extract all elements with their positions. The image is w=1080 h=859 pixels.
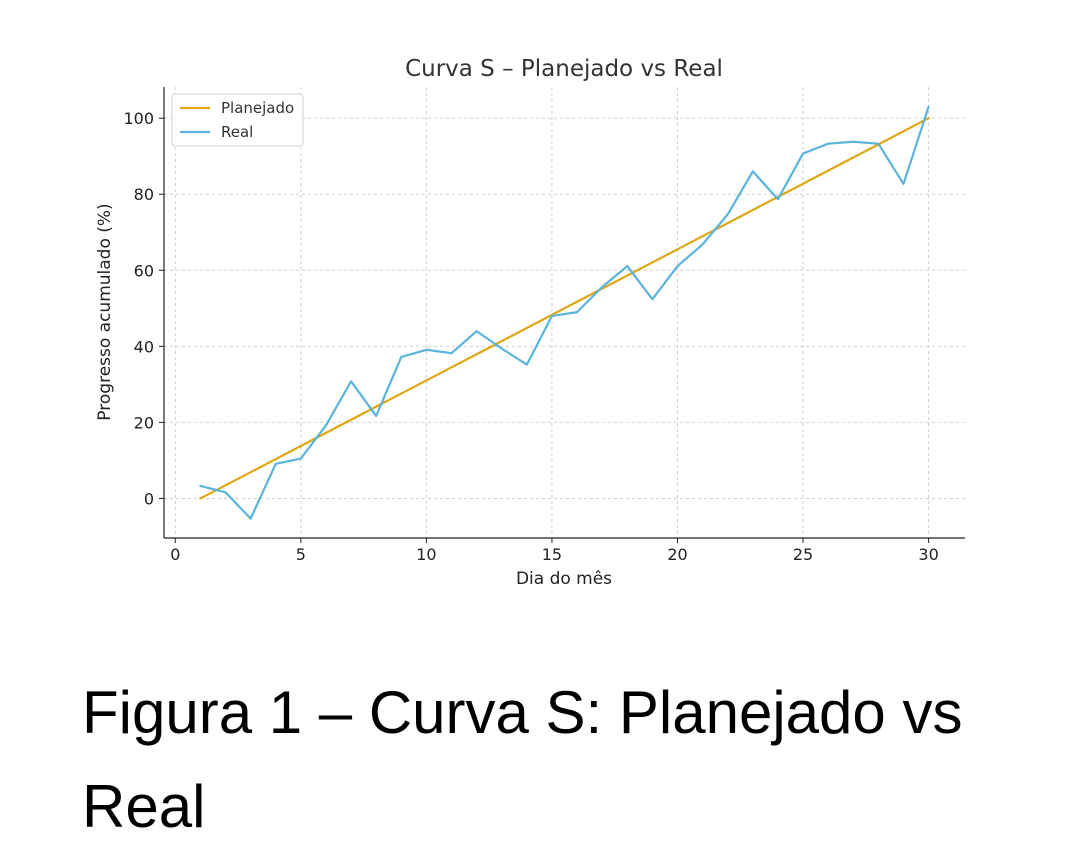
grid [164,87,965,538]
series-line-planejado [199,117,930,500]
x-tick-label: 15 [542,545,562,564]
axes [163,87,965,539]
y-tick-label: 80 [134,185,154,204]
legend-label: Planejado [221,99,294,117]
y-tick-label: 60 [134,261,154,280]
x-tick-label: 5 [296,545,306,564]
x-tick-label: 20 [667,545,687,564]
y-axis-label: Progresso acumulado (%) [95,203,115,420]
y-tick-label: 20 [134,413,154,432]
y-tick-label: 100 [123,109,154,128]
y-tick-label: 40 [134,337,154,356]
series-layer [199,105,930,520]
x-tick-label: 25 [793,545,813,564]
x-axis-label: Dia do mês [516,569,612,589]
ticks: 0 5 10 15 20 25 30 0 20 40 60 80 100 [123,109,938,564]
chart-title: Curva S – Planejado vs Real [405,56,723,82]
y-tick-label: 0 [144,489,154,508]
line-chart: Curva S – Planejado vs Real 0 5 10 15 20 25 30… [95,56,965,589]
legend: Planejado Real [171,93,304,147]
series-line-real [199,105,930,520]
x-tick-label: 10 [416,545,436,564]
figure-caption: Figura 1 – Curva S: Planejado vs Real [82,679,963,840]
legend-label: Real [221,123,253,141]
x-tick-label: 0 [170,545,180,564]
x-tick-label: 30 [918,545,938,564]
